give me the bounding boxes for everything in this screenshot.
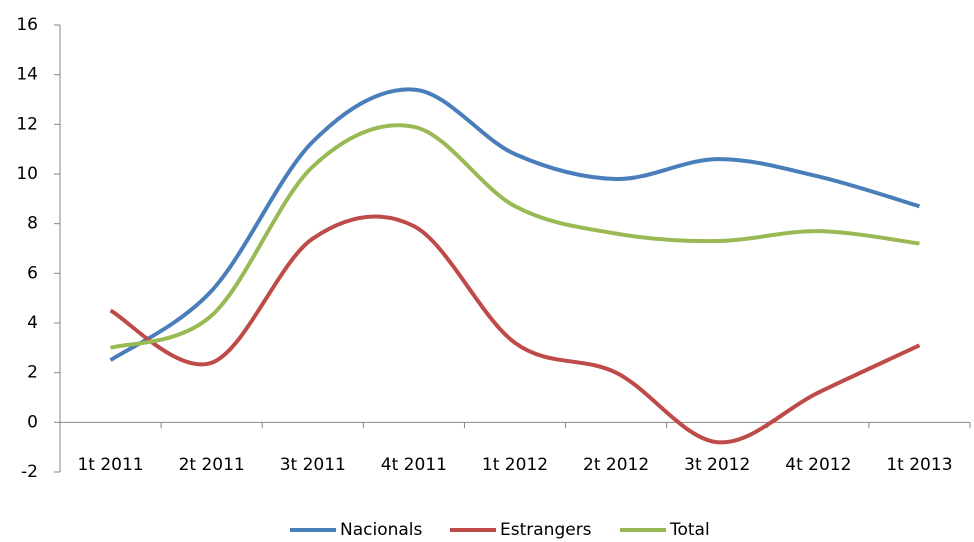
x-tick-label: 3t 2011 <box>280 455 346 475</box>
y-tick-label: 16 <box>16 15 38 35</box>
y-tick-label: 2 <box>27 363 38 383</box>
legend-label: Nacionals <box>340 520 423 540</box>
series-line <box>109 123 920 350</box>
x-tick-label: 4t 2011 <box>381 455 447 475</box>
y-tick-label: 6 <box>27 263 38 283</box>
x-tick-label: 1t 2012 <box>482 455 548 475</box>
x-tick-label: 2t 2011 <box>179 455 245 475</box>
x-tick-label: 1t 2011 <box>77 455 143 475</box>
x-tick-label: 4t 2012 <box>785 455 851 475</box>
x-tick-label: 3t 2012 <box>684 455 750 475</box>
series-line <box>109 214 921 445</box>
y-tick-label: 8 <box>27 214 38 234</box>
y-tick-label: 0 <box>27 412 38 432</box>
y-tick-label: 12 <box>16 114 38 134</box>
y-tick-label: 10 <box>16 164 38 184</box>
legend-label: Estrangers <box>500 520 592 540</box>
y-tick-label: 14 <box>16 65 38 85</box>
x-tick-label: 2t 2012 <box>583 455 649 475</box>
y-tick-label: -2 <box>21 462 38 482</box>
y-tick-label: 4 <box>27 313 38 333</box>
series-line <box>109 87 921 362</box>
x-tick-label: 1t 2013 <box>886 455 952 475</box>
legend-label: Total <box>669 520 710 540</box>
